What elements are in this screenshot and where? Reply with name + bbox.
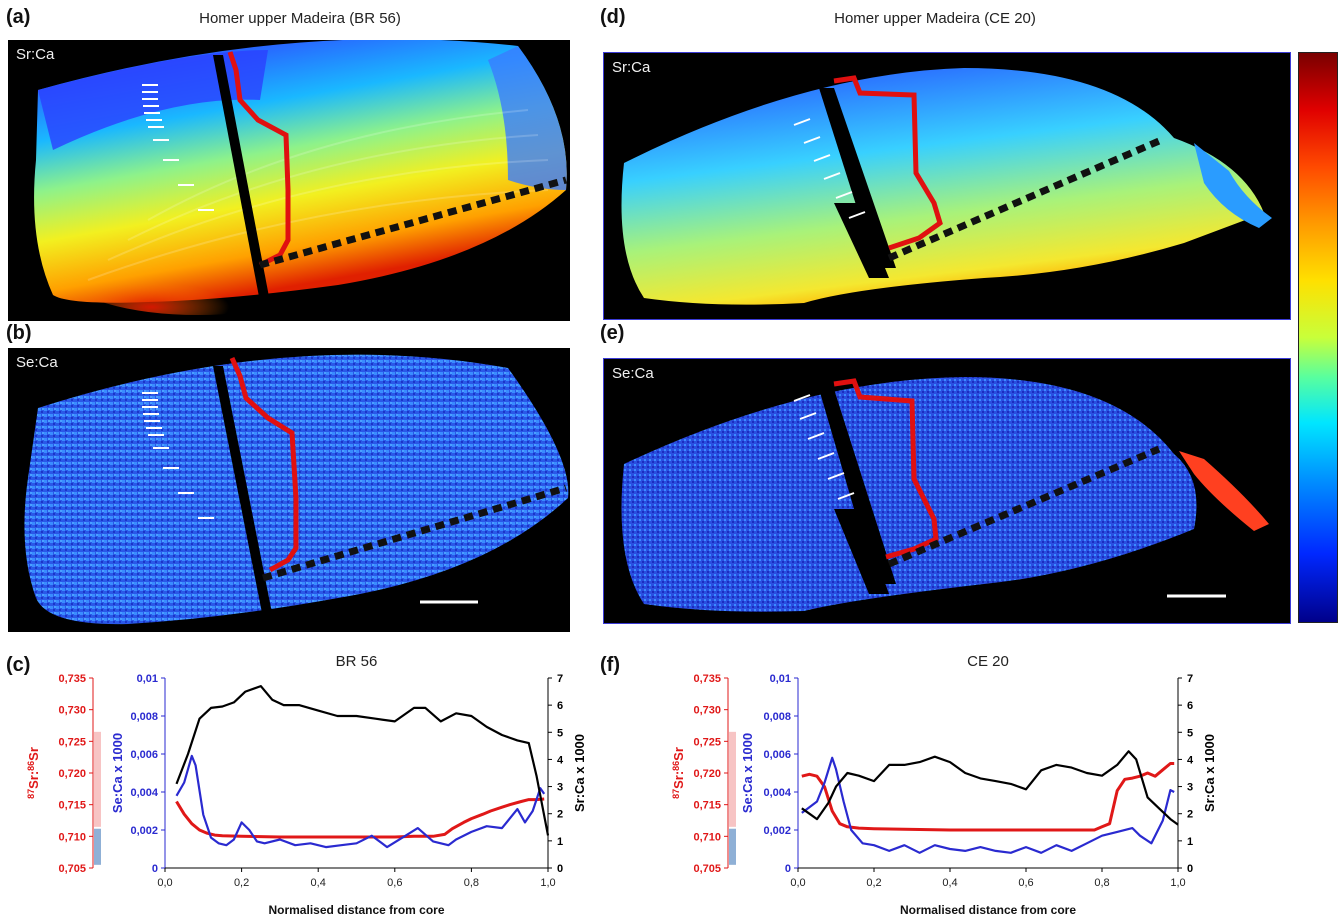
chart-c-srca-tick-label: 5 <box>557 727 563 739</box>
map-d-image <box>621 68 1272 305</box>
chart-c-isotope-tick-label: 0,715 <box>58 800 86 812</box>
chart-c-x-tick-label: 1,0 <box>540 877 555 889</box>
chart-f-se-tick-label: 0,002 <box>763 825 791 837</box>
chart-f-se-tick-label: 0,004 <box>763 787 791 799</box>
chart-c-x-tick-label: 0,2 <box>234 877 249 889</box>
chart-f-se-tick-label: 0,01 <box>770 673 791 685</box>
chart-f-x-axis-label: Normalised distance from core <box>900 903 1076 917</box>
chart-f-x-tick-label: 0,6 <box>1018 877 1033 889</box>
chart-f-isotope-tick-label: 0,705 <box>693 863 721 875</box>
chart-f-isotope-tick-label: 0,710 <box>693 831 721 843</box>
chart-c-se-axis-label: Se:Ca x 1000 <box>110 733 125 813</box>
panel-label-d: (d) <box>600 6 626 28</box>
chart-f-se-tick-label: 0,008 <box>763 711 791 723</box>
chart-c-se-tick-label: 0,006 <box>130 749 158 761</box>
chart-c-range-blue <box>94 828 101 865</box>
chart-f-srca-tick-label: 0 <box>1187 863 1193 875</box>
chart-c-srca-tick-label: 1 <box>557 836 563 848</box>
chart-c-x-tick-label: 0,4 <box>311 877 326 889</box>
chart-c-x-tick-label: 0,6 <box>387 877 402 889</box>
chart-c-se-tick-label: 0,002 <box>130 825 158 837</box>
color-scale-bar <box>1298 52 1338 623</box>
panel-label-b: (b) <box>6 322 32 344</box>
chart-f-srca-tick-label: 3 <box>1187 782 1193 794</box>
chart-c-srca-tick-label: 4 <box>557 754 564 766</box>
chart-c-series-sr-isotope <box>175 797 545 839</box>
chart-c-x-tick-label: 0,8 <box>464 877 479 889</box>
chart-c-srca-tick-label: 0 <box>557 863 563 875</box>
chart-c-srca-axis-label: Sr:Ca x 1000 <box>572 734 587 812</box>
map-e-label: Se:Ca <box>612 365 654 382</box>
chart-f-srca-tick-label: 4 <box>1187 754 1194 766</box>
map-b-label: Se:Ca <box>16 354 58 371</box>
chart-f-isotope-tick-label: 0,730 <box>693 705 721 717</box>
chart-c-se-tick-label: 0,004 <box>130 787 158 799</box>
map-d-label: Sr:Ca <box>612 59 651 76</box>
panel-title-a: Homer upper Madeira (BR 56) <box>199 10 401 27</box>
chart-f-srca-tick-label: 2 <box>1187 809 1193 821</box>
chart-f-se-tick-label: 0 <box>785 863 791 875</box>
chart-c-srca-tick-label: 7 <box>557 673 563 685</box>
chart-f-x-tick-label: 0,2 <box>866 877 881 889</box>
chart-f-x-tick-label: 0,0 <box>790 877 805 889</box>
chart-c-isotope-tick-label: 0,710 <box>58 831 86 843</box>
chart-f-isotope-tick-label: 0,720 <box>693 768 721 780</box>
chart-c-isotope-tick-label: 0,705 <box>58 863 86 875</box>
chart-c-srca-tick-label: 2 <box>557 809 563 821</box>
chart-f-srca-tick-label: 5 <box>1187 727 1193 739</box>
chart-c-se-tick-label: 0 <box>152 863 158 875</box>
chart-c-srca-tick-label: 6 <box>557 700 563 712</box>
chart-f-srca-tick-label: 6 <box>1187 700 1193 712</box>
panel-label-f: (f) <box>600 654 620 676</box>
chart-f-range-blue <box>729 828 736 865</box>
map-b-image <box>24 354 569 625</box>
chart-c-se-tick-label: 0,008 <box>130 711 158 723</box>
chart-f-title: CE 20 <box>967 653 1009 670</box>
chart-c-isotope-tick-label: 0,730 <box>58 705 86 717</box>
chart-f-se-tick-label: 0,006 <box>763 749 791 761</box>
chart-c-se-tick-label: 0,01 <box>137 673 158 685</box>
map-a-label: Sr:Ca <box>16 46 55 63</box>
chart-f-series-sr-ca <box>801 750 1179 826</box>
chart-f-isotope-tick-label: 0,735 <box>693 673 721 685</box>
chart-f-isotope-axis-label: 87Sr:86Sr <box>671 747 686 799</box>
chart-f-srca-axis-label: Sr:Ca x 1000 <box>1202 734 1217 812</box>
chart-f-series-sr-isotope <box>801 762 1175 832</box>
chart-c-srca-tick-label: 3 <box>557 782 563 794</box>
chart-f-ce20: CE 20 0,705 0,710 0,715 0,720 0,725 0,730 0,735… <box>671 653 1217 917</box>
map-a-image <box>34 40 567 315</box>
chart-c-range-pink <box>94 731 101 827</box>
chart-c-series-se-ca <box>175 754 546 849</box>
chart-c-title: BR 56 <box>336 653 378 670</box>
chart-c-isotope-tick-label: 0,725 <box>58 736 86 748</box>
panel-label-e: (e) <box>600 322 625 344</box>
chart-f-isotope-tick-label: 0,715 <box>693 800 721 812</box>
chart-f-se-axis-label: Se:Ca x 1000 <box>740 733 755 813</box>
map-e-se-ca: Se:Ca <box>603 358 1291 624</box>
map-b-se-ca: Se:Ca <box>8 348 570 632</box>
chart-c-x-tick-label: 0,0 <box>157 877 172 889</box>
map-a-sr-ca: Sr:Ca <box>8 40 570 321</box>
chart-f-srca-tick-label: 1 <box>1187 836 1193 848</box>
map-e-image <box>621 377 1269 612</box>
chart-f-x-tick-label: 1,0 <box>1170 877 1185 889</box>
chart-c-isotope-tick-label: 0,720 <box>58 768 86 780</box>
map-d-sr-ca: Sr:Ca <box>603 52 1291 320</box>
chart-f-range-pink <box>729 731 736 827</box>
panel-label-a: (a) <box>6 6 31 28</box>
panel-title-d: Homer upper Madeira (CE 20) <box>834 10 1036 27</box>
chart-c-isotope-tick-label: 0,735 <box>58 673 86 685</box>
chart-f-x-tick-label: 0,8 <box>1094 877 1109 889</box>
chart-f-x-tick-label: 0,4 <box>942 877 957 889</box>
chart-f-series-se-ca <box>801 756 1175 854</box>
panel-label-c: (c) <box>6 654 31 676</box>
chart-f-isotope-tick-label: 0,725 <box>693 736 721 748</box>
chart-c-isotope-axis-label: 87Sr:86Sr <box>26 747 41 799</box>
chart-c-br56: BR 56 0,705 0,710 0,715 0,720 0,725 0,730 0,735… <box>26 653 587 917</box>
chart-c-x-axis-label: Normalised distance from core <box>268 903 444 917</box>
chart-c-series-sr-ca <box>175 684 550 836</box>
chart-f-srca-tick-label: 7 <box>1187 673 1193 685</box>
